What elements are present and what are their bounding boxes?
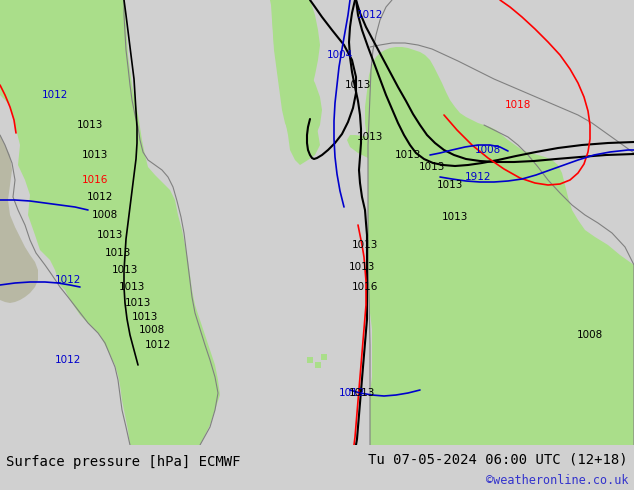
Text: 1013: 1013	[97, 230, 123, 240]
Text: 1012: 1012	[42, 90, 68, 100]
Polygon shape	[488, 172, 496, 178]
Text: 1013: 1013	[442, 212, 468, 222]
Polygon shape	[307, 357, 313, 363]
Text: ©weatheronline.co.uk: ©weatheronline.co.uk	[486, 474, 628, 487]
Polygon shape	[456, 157, 464, 163]
Text: 1012: 1012	[357, 10, 383, 20]
Polygon shape	[365, 47, 634, 445]
Text: 1012: 1012	[145, 340, 171, 350]
Polygon shape	[0, 0, 220, 445]
Polygon shape	[315, 362, 321, 368]
Text: 1013: 1013	[349, 388, 375, 398]
Polygon shape	[0, 135, 38, 303]
Text: 1013: 1013	[132, 312, 158, 322]
Text: 1016: 1016	[82, 175, 108, 185]
Polygon shape	[321, 354, 327, 360]
Text: 1013: 1013	[82, 150, 108, 160]
Text: 1013: 1013	[125, 298, 151, 308]
Text: 1013: 1013	[357, 132, 383, 142]
Text: 1012: 1012	[87, 192, 113, 202]
Text: 1008: 1008	[92, 210, 118, 220]
Polygon shape	[480, 168, 488, 174]
Polygon shape	[520, 187, 528, 193]
Text: 1012: 1012	[55, 275, 81, 285]
Text: 1013: 1013	[437, 180, 463, 190]
Text: 1008: 1008	[577, 330, 603, 340]
Text: Tu 07-05-2024 06:00 UTC (12+18): Tu 07-05-2024 06:00 UTC (12+18)	[368, 452, 628, 466]
Polygon shape	[472, 164, 480, 170]
Polygon shape	[347, 135, 402, 163]
Polygon shape	[270, 0, 322, 147]
Text: 1013: 1013	[352, 240, 378, 250]
Text: 1013: 1013	[77, 120, 103, 130]
Text: 1912: 1912	[465, 172, 491, 182]
Text: 1013: 1013	[345, 80, 371, 90]
Text: 1018: 1018	[505, 100, 531, 110]
Polygon shape	[272, 0, 320, 165]
Polygon shape	[435, 155, 452, 168]
Text: 1016: 1016	[352, 282, 378, 292]
Polygon shape	[496, 176, 504, 182]
Text: 1012: 1012	[55, 355, 81, 365]
Polygon shape	[405, 147, 432, 167]
Polygon shape	[512, 184, 520, 190]
Polygon shape	[464, 160, 472, 166]
Text: 1008: 1008	[139, 325, 165, 335]
Text: 1013: 1013	[112, 265, 138, 275]
Text: 1008: 1008	[475, 145, 501, 155]
Text: 1013: 1013	[395, 150, 421, 160]
Text: 1013: 1013	[419, 162, 445, 172]
Text: 1013: 1013	[105, 248, 131, 258]
Text: 1004: 1004	[327, 50, 353, 60]
Text: 1013: 1013	[349, 262, 375, 272]
Polygon shape	[504, 180, 512, 186]
Text: 1012: 1012	[339, 388, 365, 398]
Text: Surface pressure [hPa] ECMWF: Surface pressure [hPa] ECMWF	[6, 455, 240, 469]
Text: 1013: 1013	[119, 282, 145, 292]
